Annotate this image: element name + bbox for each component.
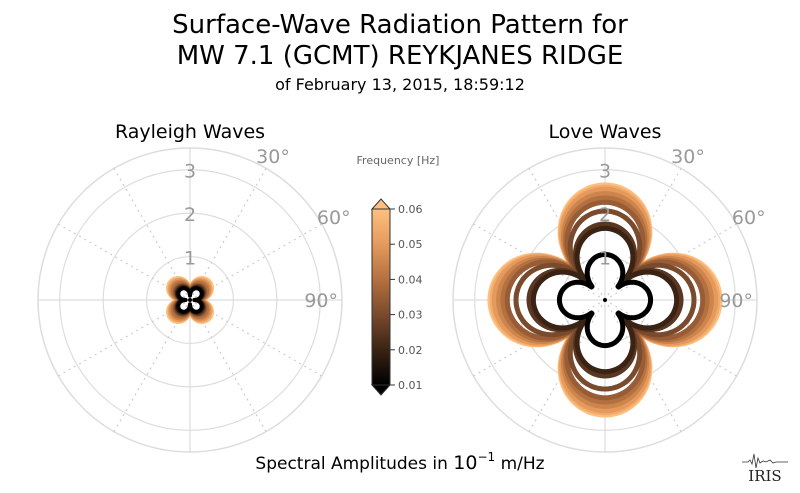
grid-spoke: [473, 299, 606, 377]
panel-title: Rayleigh Waves: [115, 121, 265, 143]
series-line: [513, 208, 697, 392]
grid-spoke: [528, 168, 606, 301]
grid-spoke: [473, 223, 606, 301]
r-tick-label: 2: [184, 204, 196, 226]
colorbar-tick-label: 0.03: [398, 309, 423, 322]
panel-title: Love Waves: [549, 121, 662, 143]
colorbar-body: [371, 208, 391, 386]
series-line: [176, 286, 204, 314]
angle-tick-label: 60°: [732, 207, 766, 229]
angle-tick-label: 30°: [256, 146, 290, 168]
grid-spoke: [528, 299, 606, 432]
colorbar-extend-min: [370, 384, 392, 396]
colorbar-extend-max: [370, 198, 392, 210]
colorbar-tick-label: 0.02: [398, 344, 423, 357]
origin-point: [603, 298, 607, 302]
r-tick-label: 1: [599, 248, 611, 270]
footer-exponent: −1: [477, 450, 496, 464]
footer-base: 10: [453, 452, 478, 474]
iris-logo: IRIS: [742, 453, 788, 485]
grid-spoke: [604, 223, 737, 301]
r-tick-label: 3: [184, 161, 196, 183]
chart-title-line2: MW 7.1 (GCMT) REYKJANES RIDGE: [176, 41, 624, 71]
colorbar-tick-label: 0.01: [398, 379, 423, 392]
angle-tick-label: 60°: [317, 207, 351, 229]
colorbar: Frequency [Hz] 0.01 0.02 0.03 0.04 0.05 0.06: [357, 154, 440, 396]
footer-unit: m/Hz: [495, 454, 545, 474]
polar-panel-1: Rayleigh Waves 1 2 3 30° 60° 90°: [37, 121, 351, 453]
chart-title-line1: Surface-Wave Radiation Pattern for: [172, 10, 628, 40]
series-line: [504, 199, 706, 401]
colorbar-tick-label: 0.05: [398, 238, 423, 251]
footer-prefix: Spectral Amplitudes in: [255, 454, 454, 474]
colorbar-label: Frequency [Hz]: [357, 154, 440, 167]
polar-panel-2: Love Waves 1 2 3 30° 60° 90°: [452, 121, 766, 453]
r-tick-label: 1: [184, 248, 196, 270]
chart-subtitle: of February 13, 2015, 18:59:12: [275, 75, 525, 94]
grid-spoke: [604, 168, 682, 301]
x-axis-label: Spectral Amplitudes in 10−1 m/Hz: [0, 450, 800, 474]
r-tick-label: 3: [599, 161, 611, 183]
angle-tick-label: 90°: [304, 290, 338, 312]
angle-tick-label: 30°: [671, 146, 705, 168]
series-line: [556, 251, 654, 349]
colorbar-tick-label: 0.06: [398, 203, 423, 216]
grid-spoke: [604, 299, 737, 377]
series-line: [530, 225, 680, 375]
colorbar-tick-label: 0.04: [398, 273, 423, 286]
grid-spoke: [604, 299, 682, 432]
r-tick-label: 2: [599, 204, 611, 226]
origin-point: [188, 298, 192, 302]
angle-tick-label: 90°: [719, 290, 753, 312]
logo-text: IRIS: [748, 467, 781, 485]
